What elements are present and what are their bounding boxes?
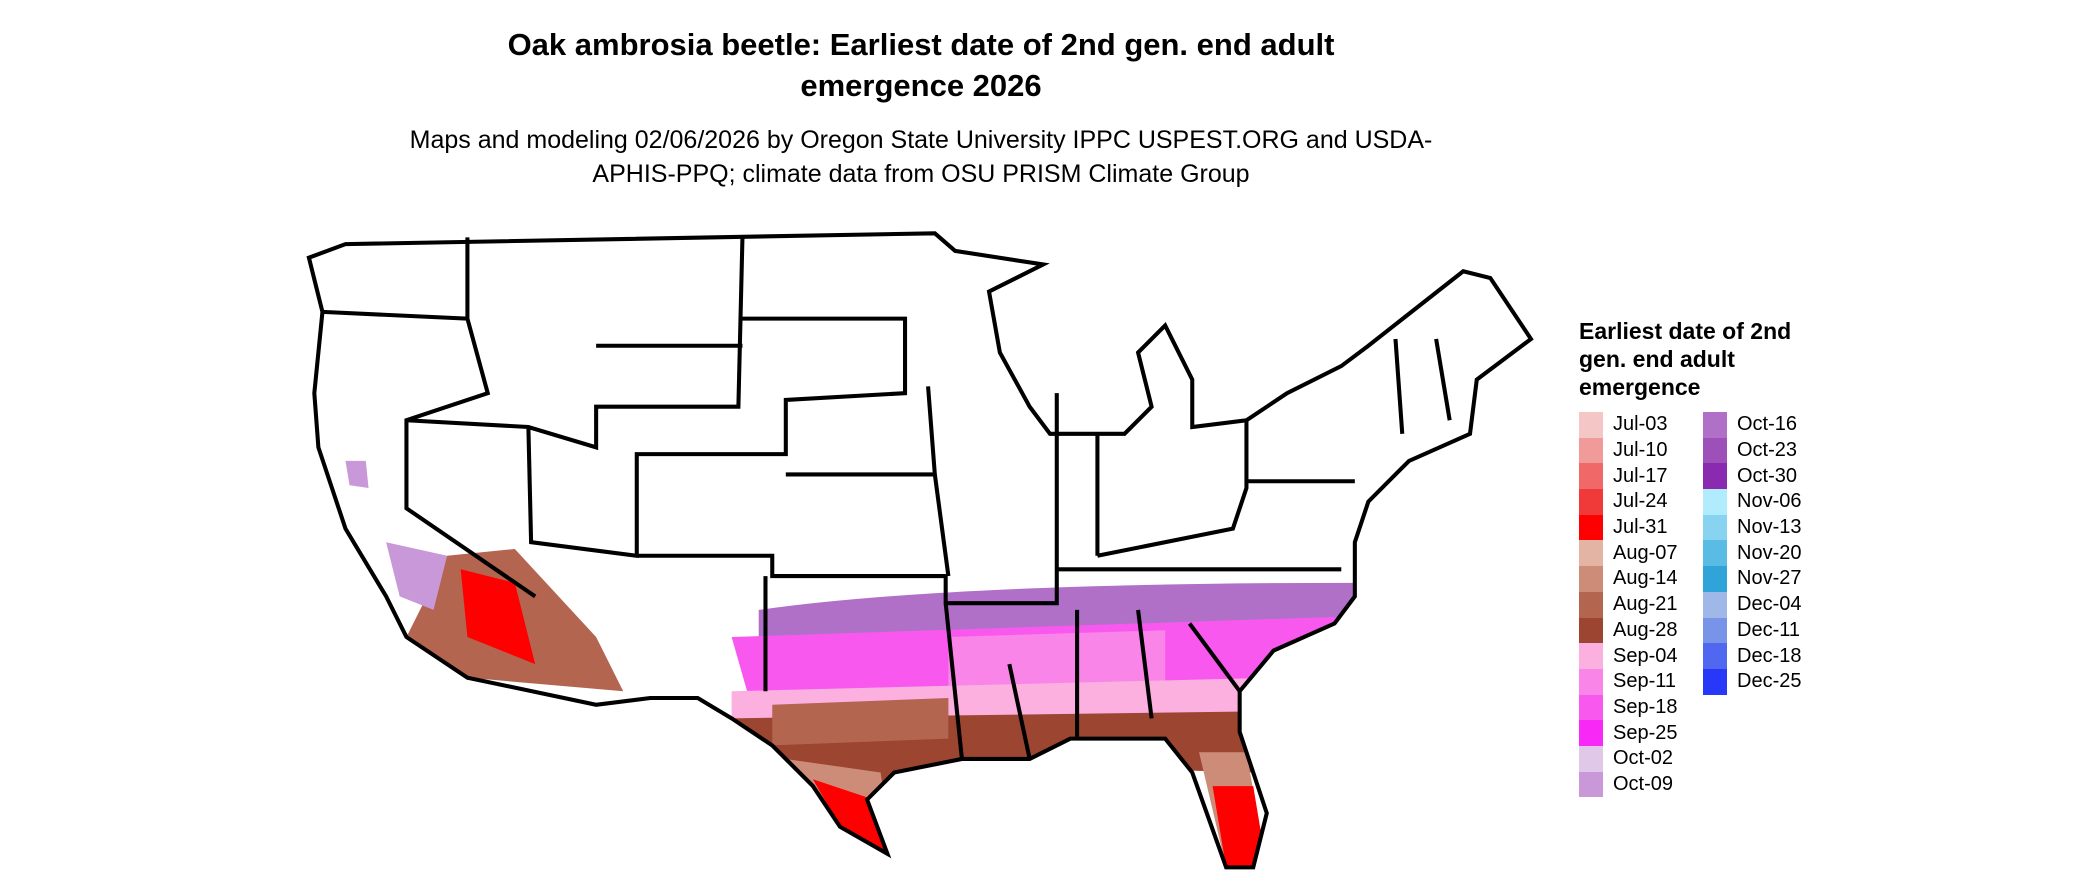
legend-swatch (1579, 566, 1603, 592)
legend: Jul-03 Jul-10 Jul-17 Jul-24 Jul-31 Aug-07 Aug-… (1579, 412, 1827, 798)
legend-item: Nov-27 (1703, 566, 1827, 592)
legend-label: Dec-11 (1737, 618, 1800, 641)
legend-label: Dec-04 (1737, 593, 1802, 616)
legend-swatch (1703, 463, 1727, 490)
legend-item: Sep-04 (1579, 643, 1703, 669)
legend-item: Aug-21 (1579, 591, 1703, 618)
legend-item: Dec-11 (1703, 617, 1827, 644)
legend-swatch (1703, 540, 1727, 567)
legend-swatch (1703, 617, 1727, 644)
legend-swatch (1579, 745, 1603, 772)
legend-item: Oct-02 (1579, 745, 1703, 772)
legend-item: Aug-07 (1579, 540, 1703, 567)
legend-swatch (1579, 463, 1603, 490)
legend-label: Nov-20 (1737, 541, 1802, 564)
legend-label: Aug-14 (1613, 567, 1678, 590)
legend-label: Dec-18 (1737, 644, 1802, 667)
map-title: Oak ambrosia beetle: Earliest date of 2n… (507, 27, 1335, 103)
legend-label: Nov-06 (1737, 490, 1802, 513)
legend-title: Earliest date of 2nd gen. end adult emer… (1579, 318, 1792, 400)
legend-swatch (1579, 617, 1603, 644)
legend-label: Jul-03 (1613, 413, 1668, 436)
state-borders (309, 233, 1531, 867)
legend-swatch (1579, 437, 1603, 464)
legend-swatch (1579, 591, 1603, 618)
legend-label: Dec-25 (1737, 670, 1802, 693)
legend-label: Oct-30 (1737, 464, 1798, 487)
legend-item: Oct-09 (1579, 771, 1703, 798)
legend-label: Sep-11 (1613, 670, 1677, 693)
legend-swatch (1703, 514, 1727, 541)
legend-label: Jul-24 (1613, 490, 1668, 513)
map-subtitle: Maps and modeling 02/06/2026 by Oregon S… (409, 126, 1433, 188)
legend-item: Jul-24 (1579, 489, 1703, 515)
legend-swatch (1579, 540, 1603, 567)
legend-label: Jul-31 (1613, 516, 1668, 539)
legend-label: Jul-17 (1613, 464, 1668, 487)
legend-item: Sep-18 (1579, 694, 1703, 721)
legend-item: Jul-31 (1579, 514, 1703, 541)
legend-item: Dec-18 (1703, 643, 1827, 669)
legend-item: Nov-20 (1703, 540, 1827, 567)
legend-item: Dec-04 (1703, 591, 1827, 618)
legend-label: Aug-21 (1613, 593, 1678, 616)
legend-swatch (1703, 489, 1727, 515)
legend-swatch (1703, 437, 1727, 464)
legend-label: Oct-09 (1613, 772, 1674, 795)
legend-label: Nov-27 (1737, 567, 1802, 590)
legend-swatch (1579, 643, 1603, 669)
legend-label: Oct-02 (1613, 747, 1674, 770)
legend-label: Nov-13 (1737, 516, 1802, 539)
legend-swatch (1703, 591, 1727, 618)
legend-item: Jul-03 (1579, 412, 1703, 438)
legend-swatch (1579, 514, 1603, 541)
legend-item: Sep-11 (1579, 668, 1703, 695)
legend-item: Nov-06 (1703, 489, 1827, 515)
legend-item: Nov-13 (1703, 514, 1827, 541)
legend-swatch (1579, 720, 1603, 746)
legend-label: Sep-04 (1613, 644, 1678, 667)
legend-swatch (1579, 668, 1603, 695)
legend-label: Oct-23 (1737, 439, 1798, 462)
legend-label: Sep-18 (1613, 695, 1678, 718)
legend-swatch (1703, 412, 1727, 438)
legend-item: Dec-25 (1703, 668, 1827, 695)
legend-label: Jul-10 (1613, 439, 1668, 462)
legend-item: Aug-28 (1579, 617, 1703, 644)
legend-label: Aug-28 (1613, 618, 1678, 641)
legend-swatch (1703, 566, 1727, 592)
legend-swatch (1579, 412, 1603, 438)
legend-label: Oct-16 (1737, 413, 1798, 436)
legend-swatch (1579, 489, 1603, 515)
legend-item: Jul-10 (1579, 437, 1703, 464)
legend-item: Oct-16 (1703, 412, 1827, 438)
legend-swatch (1579, 694, 1603, 721)
legend-label: Aug-07 (1613, 541, 1678, 564)
legend-swatch (1579, 771, 1603, 798)
legend-item: Oct-23 (1703, 437, 1827, 464)
legend-label: Sep-25 (1613, 721, 1678, 744)
legend-item: Sep-25 (1579, 720, 1703, 746)
legend-swatch (1703, 668, 1727, 695)
legend-swatch (1703, 643, 1727, 669)
legend-item: Oct-30 (1703, 463, 1827, 490)
legend-item: Aug-14 (1579, 566, 1703, 592)
legend-item: Jul-17 (1579, 463, 1703, 490)
